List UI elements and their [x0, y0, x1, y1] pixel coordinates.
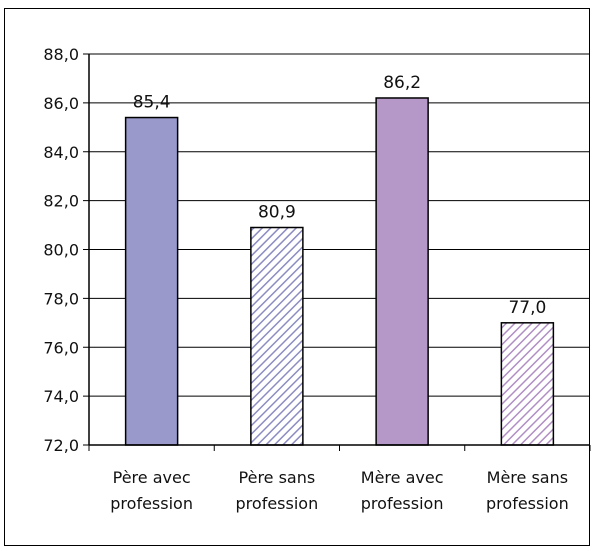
x-category-label: profession [486, 494, 569, 513]
y-tick-label: 78,0 [43, 289, 79, 308]
y-tick-label: 74,0 [43, 387, 79, 406]
bar [500, 322, 555, 446]
bars [124, 97, 555, 446]
x-category-label: Père sans [239, 468, 316, 487]
y-tick-label: 84,0 [43, 143, 79, 162]
bar [375, 97, 429, 446]
y-tick-label: 82,0 [43, 192, 79, 211]
x-category-label: Mère avec [361, 468, 444, 487]
x-category-label: profession [236, 494, 319, 513]
bar-value-label: 80,9 [258, 203, 296, 223]
bar-value-label: 85,4 [133, 93, 171, 113]
y-axis-ticks: 72,0 74,0 76,0 78,0 80,0 82,0 84,0 86,0 88,0 [43, 45, 89, 455]
value-labels: 85,4 80,9 86,2 77,0 [133, 73, 547, 318]
bar-value-label: 77,0 [508, 298, 546, 318]
x-axis-labels: Père avec profession Père sans profession Mè… [110, 468, 568, 513]
x-category-label: profession [110, 494, 193, 513]
y-tick-label: 88,0 [43, 45, 79, 64]
bar-value-label: 86,2 [383, 73, 421, 93]
y-tick-label: 86,0 [43, 94, 79, 113]
bar [124, 116, 179, 446]
x-category-label: Mère sans [487, 468, 568, 487]
bar-chart: 72,0 74,0 76,0 78,0 80,0 82,0 84,0 86,0 88,0 85,… [43, 45, 591, 513]
y-tick-label: 80,0 [43, 241, 79, 260]
x-category-label: profession [361, 494, 444, 513]
y-tick-label: 76,0 [43, 338, 79, 357]
bar [250, 226, 304, 446]
axes [88, 54, 591, 451]
cropped-header [0, 0, 595, 8]
x-category-label: Père avec [113, 468, 191, 487]
chart-frame: 72,0 74,0 76,0 78,0 80,0 82,0 84,0 86,0 88,0 85,… [4, 8, 591, 546]
y-tick-label: 72,0 [43, 436, 79, 455]
